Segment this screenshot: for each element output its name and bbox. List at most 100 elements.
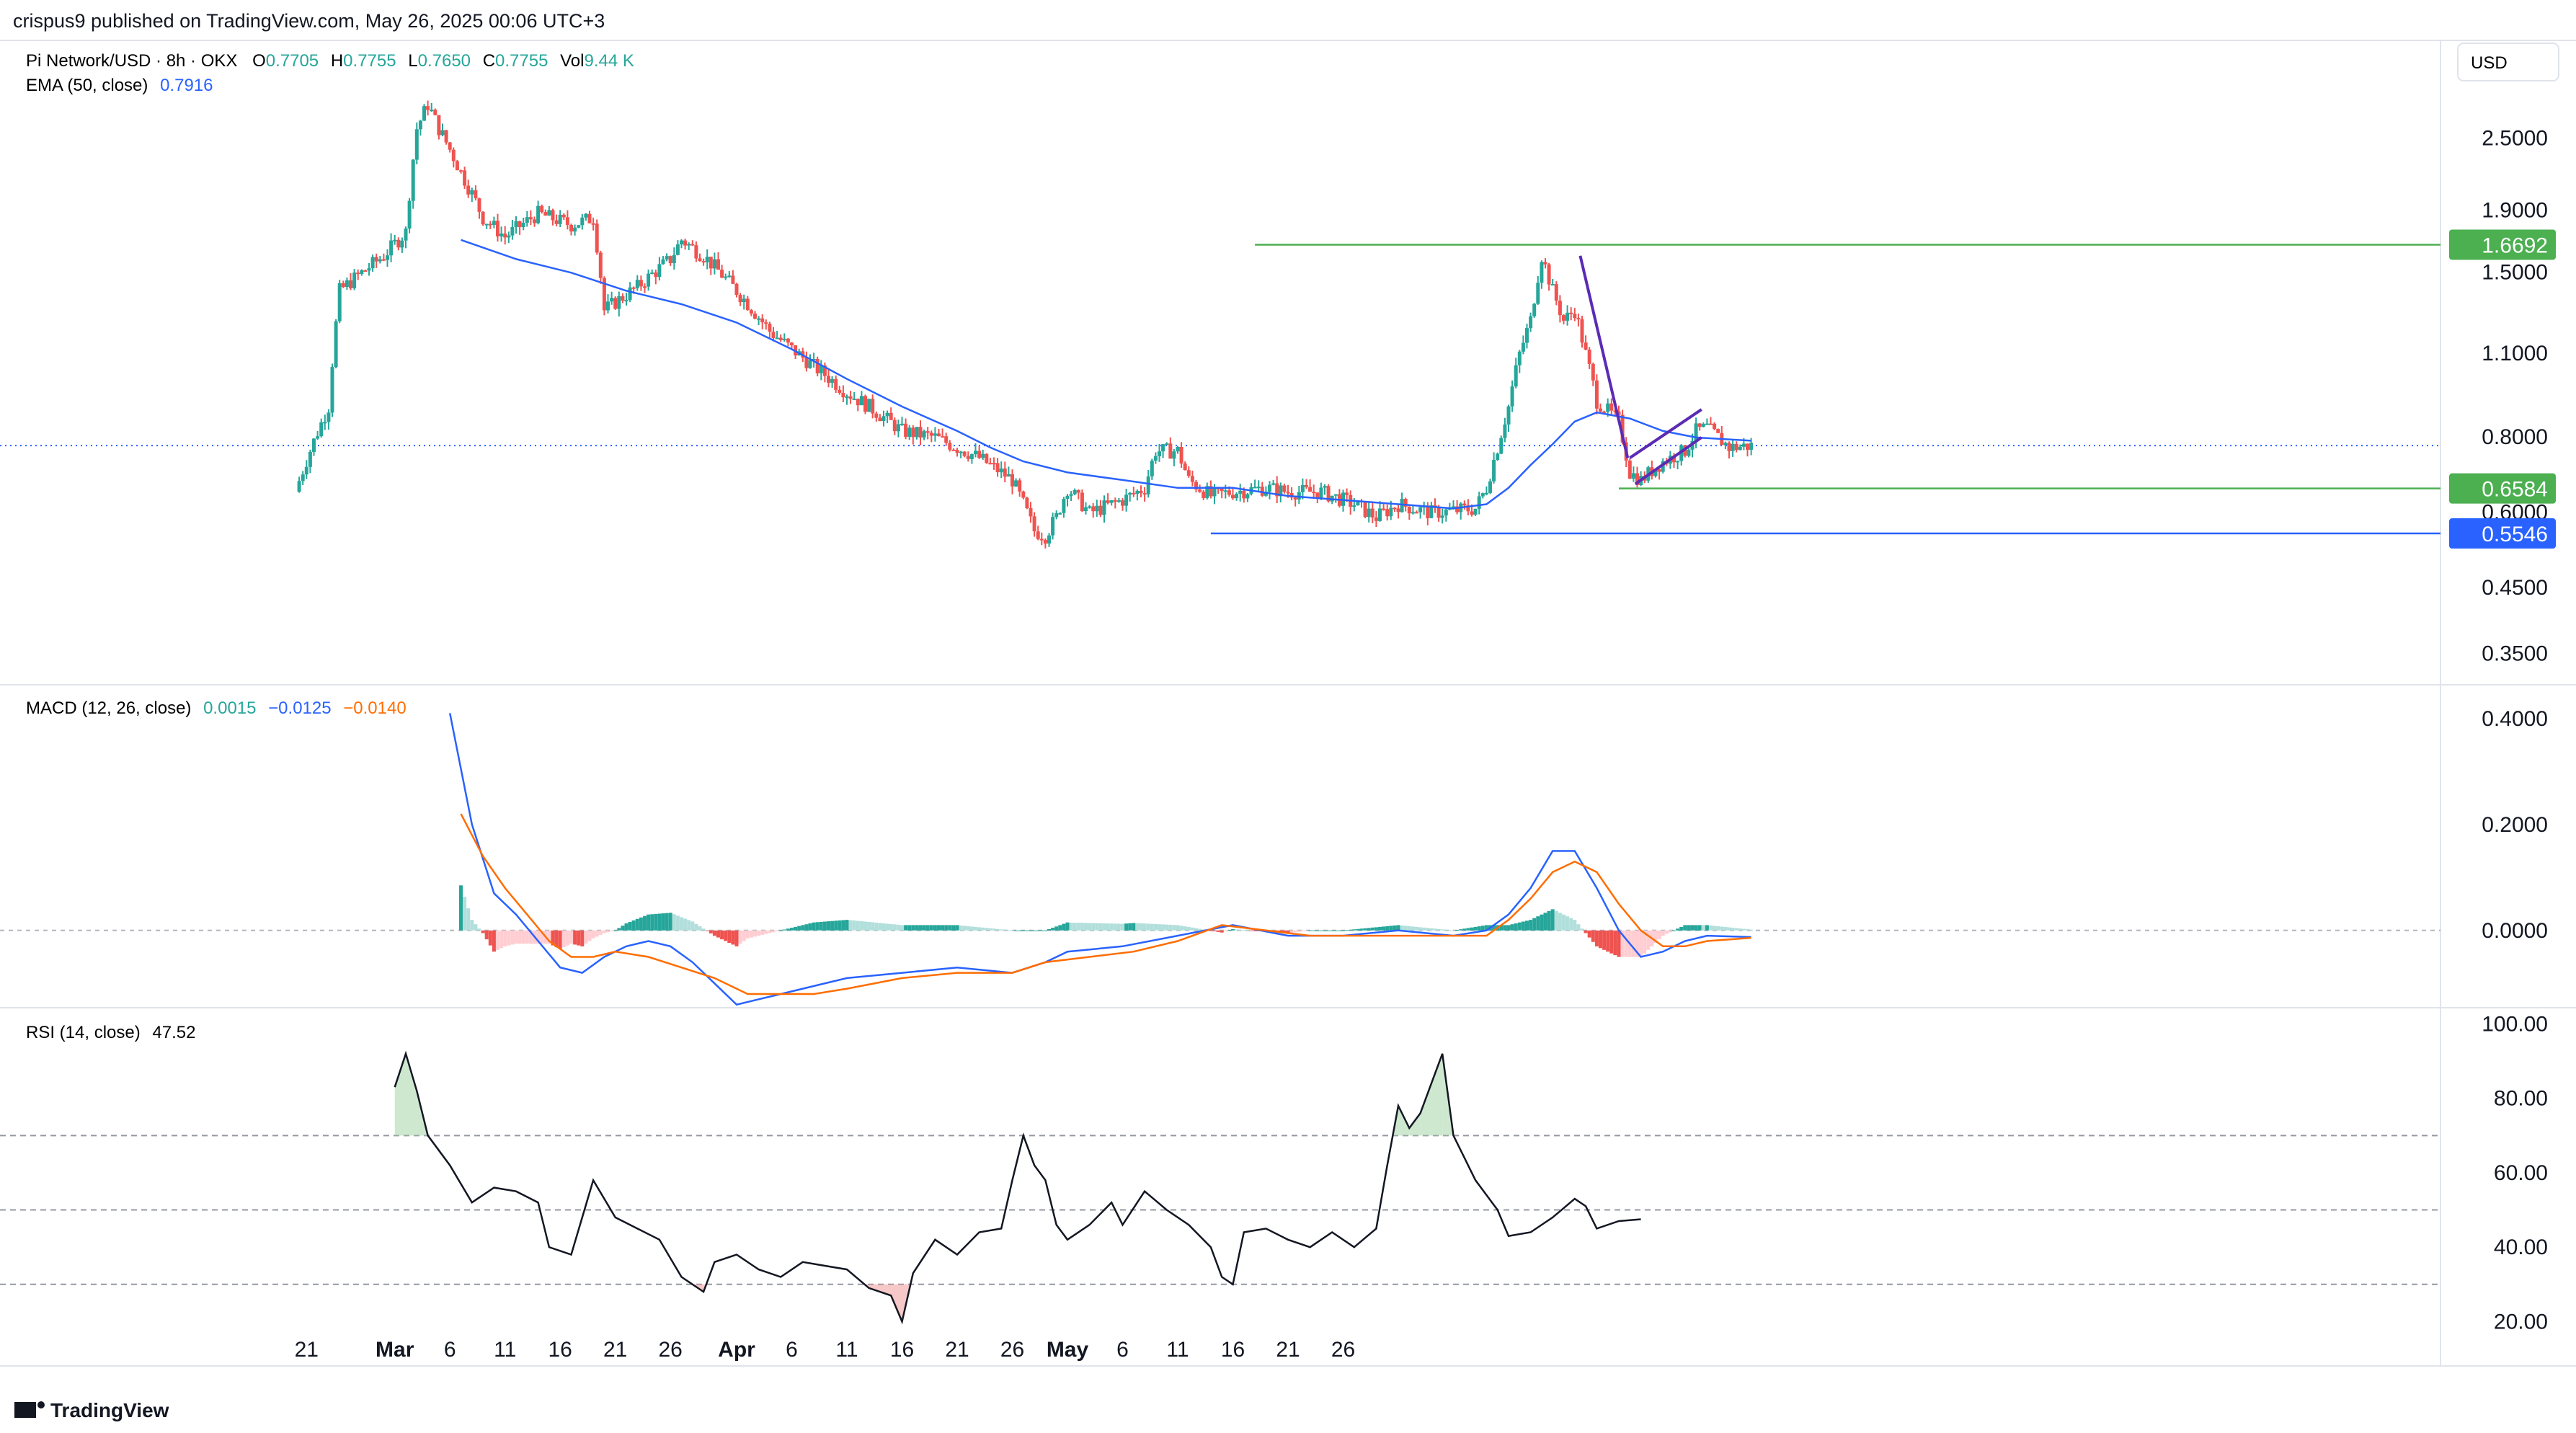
macd-histogram-bar bbox=[749, 930, 753, 938]
candle-body bbox=[569, 225, 573, 232]
macd-histogram-bar bbox=[635, 918, 639, 931]
macd-histogram-bar bbox=[782, 929, 786, 931]
macd-histogram-bar bbox=[1422, 927, 1426, 931]
macd-histogram-bar bbox=[962, 926, 967, 931]
candle-body bbox=[904, 423, 908, 437]
macd-histogram-bar bbox=[1639, 930, 1643, 957]
candle-body bbox=[1587, 350, 1591, 364]
macd-histogram-bar bbox=[701, 928, 706, 931]
candle-body bbox=[422, 106, 426, 121]
candle-body bbox=[819, 365, 823, 373]
macd-histogram-bar bbox=[1653, 930, 1658, 943]
candle-body bbox=[1205, 486, 1209, 498]
macd-histogram-bar bbox=[591, 930, 595, 939]
candle-body bbox=[1080, 492, 1084, 511]
legend-ema: EMA (50, close) 0.7916 bbox=[26, 76, 213, 95]
level-label-0.5546: 0.5546 bbox=[2482, 523, 2548, 546]
currency-button[interactable] bbox=[2457, 43, 2559, 81]
candle-body bbox=[1525, 328, 1529, 343]
candle-body bbox=[1186, 470, 1191, 476]
candle-body bbox=[896, 424, 900, 432]
candle-body bbox=[1407, 506, 1411, 514]
macd-histogram-bar bbox=[683, 918, 688, 931]
macd-histogram-bar bbox=[1576, 924, 1581, 931]
macd-histogram-bar bbox=[1186, 927, 1191, 931]
macd-histogram-bar bbox=[617, 928, 621, 931]
candle-body bbox=[1661, 461, 1665, 472]
candle-body bbox=[1128, 492, 1132, 495]
candle-body bbox=[790, 342, 794, 345]
macd-histogram-bar bbox=[525, 930, 529, 944]
candle-body bbox=[771, 332, 776, 338]
candle-body bbox=[1466, 505, 1470, 512]
candle-body bbox=[1235, 494, 1239, 499]
candle-body bbox=[988, 463, 992, 465]
candle-body bbox=[1444, 509, 1448, 516]
legend-macd: MACD (12, 26, close) 0.0015 −0.0125 −0.0… bbox=[26, 698, 407, 718]
macd-histogram-bar bbox=[1727, 927, 1731, 931]
macd-histogram-bar bbox=[768, 930, 772, 933]
macd-histogram-bar bbox=[1216, 930, 1220, 932]
time-tick-label: Mar bbox=[376, 1338, 414, 1362]
candle-body bbox=[1194, 482, 1198, 489]
macd-histogram-bar bbox=[1668, 930, 1672, 933]
candle-body bbox=[995, 463, 1000, 473]
rsi-oversold-fill bbox=[891, 1284, 902, 1322]
macd-histogram-bar bbox=[827, 921, 830, 931]
candle-body bbox=[466, 185, 471, 195]
macd-histogram-bar bbox=[1058, 925, 1062, 931]
macd-histogram-bar bbox=[606, 930, 610, 933]
horizontal-levels[interactable] bbox=[1210, 244, 2440, 535]
bear-flag-pattern[interactable] bbox=[1578, 255, 1702, 485]
candle-body bbox=[1242, 490, 1246, 499]
candle-body bbox=[437, 115, 441, 136]
candle-body bbox=[878, 417, 882, 421]
candle-body bbox=[1315, 492, 1320, 499]
candle-body bbox=[1356, 500, 1360, 506]
candle-body bbox=[1473, 508, 1478, 515]
candle-body bbox=[418, 120, 422, 130]
candle-body bbox=[1158, 451, 1161, 456]
macd-histogram-bar bbox=[1521, 921, 1525, 931]
macd-histogram-bar bbox=[1183, 926, 1187, 931]
candle-body bbox=[1121, 500, 1124, 506]
candle-body bbox=[1727, 443, 1731, 451]
macd-axis-ticks: 0.4000 0.2000 0.0000 bbox=[2482, 707, 2548, 943]
time-tick-label: 11 bbox=[494, 1338, 516, 1362]
macd-histogram-bar bbox=[988, 928, 992, 931]
rsi-overbought-fill bbox=[1409, 1113, 1421, 1136]
price-tick-label: 1.9000 bbox=[2482, 198, 2548, 222]
price-tick-label: 0.3500 bbox=[2482, 642, 2548, 665]
candle-body bbox=[1713, 423, 1717, 430]
macd-histogram-bar bbox=[621, 926, 625, 931]
macd-histogram-bar bbox=[915, 925, 919, 931]
macd-histogram-bar bbox=[1749, 929, 1754, 931]
candle-body bbox=[999, 469, 1003, 473]
tradingview-logo[interactable]: TradingView bbox=[14, 1399, 169, 1421]
macd-histogram-bar bbox=[690, 921, 695, 931]
rsi-overbought-fill bbox=[406, 1053, 417, 1136]
legend-open-value: 0.7705 bbox=[266, 51, 319, 71]
candle-body bbox=[577, 225, 581, 228]
rsi-tick-label: 60.00 bbox=[2494, 1161, 2548, 1185]
macd-histogram-bar bbox=[665, 913, 669, 931]
macd-histogram-bar bbox=[680, 917, 683, 931]
candle-body bbox=[448, 142, 452, 150]
price-tick-label: 2.5000 bbox=[2482, 127, 2548, 151]
candle-body bbox=[731, 275, 735, 284]
macd-histogram-bar bbox=[514, 930, 518, 944]
candle-body bbox=[459, 170, 463, 172]
candle-body bbox=[1613, 410, 1617, 412]
candle-body bbox=[1202, 492, 1206, 498]
macd-histogram-bar bbox=[1565, 916, 1570, 931]
macd-histogram-bar bbox=[1631, 930, 1635, 957]
candle-body bbox=[698, 258, 702, 261]
macd-histogram-bar bbox=[959, 925, 963, 931]
candle-body bbox=[775, 337, 779, 340]
macd-histogram-bar bbox=[569, 930, 573, 944]
macd-histogram-bar bbox=[859, 921, 863, 931]
macd-histogram-bar bbox=[871, 922, 875, 931]
time-tick-label: May bbox=[1047, 1338, 1089, 1362]
legend-rsi-value: 47.52 bbox=[152, 1023, 195, 1042]
